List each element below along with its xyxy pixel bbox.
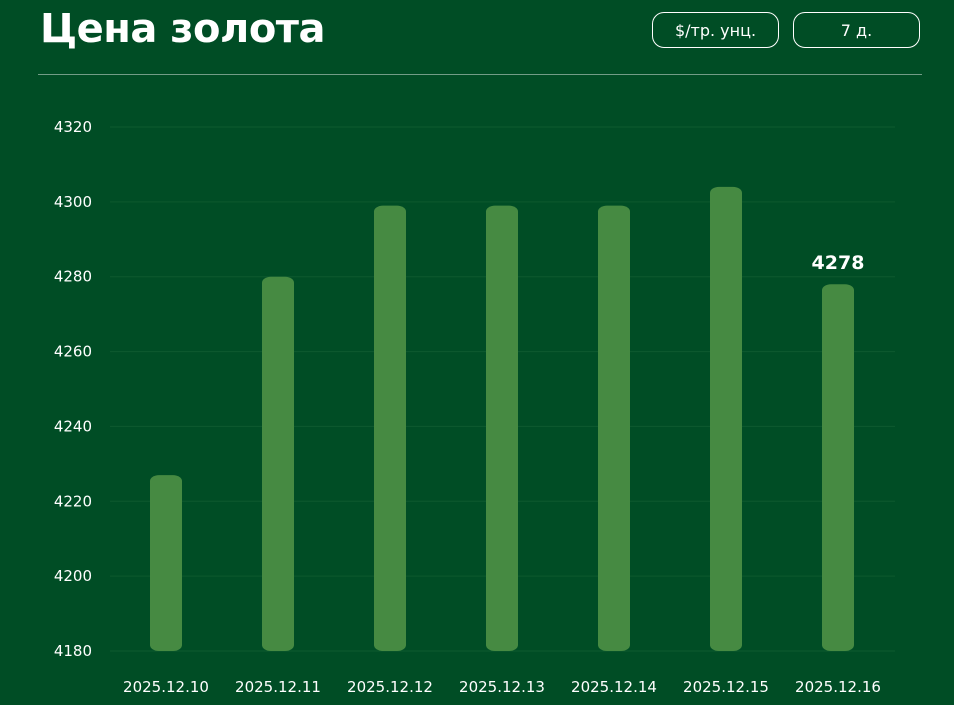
y-tick-label: 4260 [54,343,92,361]
bar-2025.12.11[interactable] [262,276,294,651]
unit-selector-button[interactable]: $/тр. унц. [652,12,779,48]
x-tick-label: 2025.12.11 [235,678,321,696]
y-tick-label: 4180 [54,642,92,660]
last-value-label: 4278 [812,252,865,274]
bar-2025.12.13[interactable] [486,205,518,651]
x-tick-label: 2025.12.10 [123,678,209,696]
data-labels: 4278 [812,252,865,274]
x-tick-label: 2025.12.15 [683,678,769,696]
bar-2025.12.15[interactable] [710,186,742,651]
x-tick-label: 2025.12.12 [347,678,433,696]
y-tick-label: 4240 [54,417,92,435]
x-tick-label: 2025.12.14 [571,678,657,696]
bar-2025.12.10[interactable] [150,475,182,651]
bar-2025.12.12[interactable] [374,205,406,651]
bar-2025.12.14[interactable] [598,205,630,651]
y-axis-ticks: 4180 4200 4220 4240 4260 4280 4300 4320 [54,118,92,660]
x-tick-label: 2025.12.16 [795,678,881,696]
y-tick-label: 4320 [54,118,92,136]
bars [150,186,854,651]
y-tick-label: 4300 [54,193,92,211]
y-tick-label: 4220 [54,492,92,510]
period-selector-button[interactable]: 7 д. [793,12,920,48]
x-axis-ticks: 2025.12.10 2025.12.11 2025.12.12 2025.12.13… [123,678,881,696]
header-divider [38,74,922,75]
bar-2025.12.16[interactable] [822,284,854,651]
page-title: Цена золота [40,6,325,52]
y-tick-label: 4200 [54,567,92,585]
y-tick-label: 4280 [54,268,92,286]
x-tick-label: 2025.12.13 [459,678,545,696]
